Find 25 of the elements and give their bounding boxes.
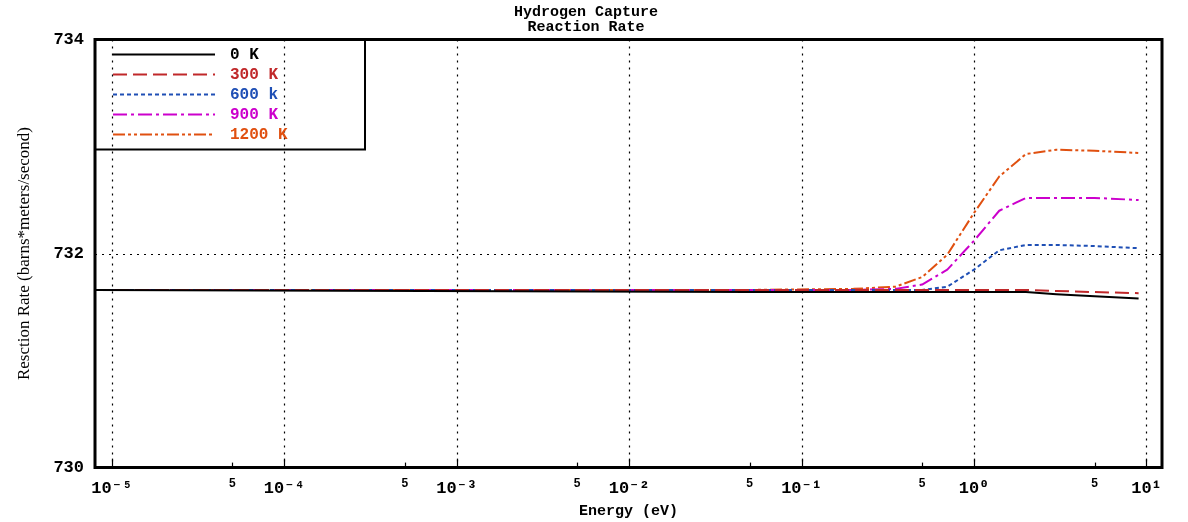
text: 5 — [746, 476, 754, 491]
x-tick-label: 10⁻³ — [436, 479, 478, 499]
text: 5 — [1090, 476, 1099, 491]
x-tick-label: 10⁻¹ — [781, 479, 822, 499]
text: 300 K — [230, 65, 279, 84]
text: 0 K — [230, 45, 260, 64]
x-tick-label: 10⁰ — [958, 479, 990, 499]
y-tick-label: 732 — [53, 243, 84, 263]
text: 1200 K — [230, 125, 289, 144]
x-tick-label: 10¹ — [1131, 479, 1162, 499]
x-axis-title: Energy (eV) — [578, 502, 679, 520]
text: 5 — [573, 476, 581, 491]
x-tick-label: 10⁻² — [608, 479, 650, 499]
chart-title: Hydrogen Capture — [513, 3, 659, 21]
text: 600 k — [230, 85, 279, 104]
x-tick-label: 10⁻⁴ — [263, 479, 305, 499]
y-axis-title: Resction Rate (barns*meters/second) — [13, 127, 33, 381]
chart-subtitle: Reaction Rate — [527, 19, 645, 37]
y-tick-label: 734 — [53, 29, 84, 49]
text: 5 — [228, 476, 236, 491]
text: 900 K — [230, 105, 279, 124]
x-tick-label: 10⁻⁵ — [91, 479, 133, 499]
text: 5 — [401, 476, 409, 491]
text: 5 — [918, 476, 926, 491]
y-tick-label: 730 — [53, 457, 84, 477]
